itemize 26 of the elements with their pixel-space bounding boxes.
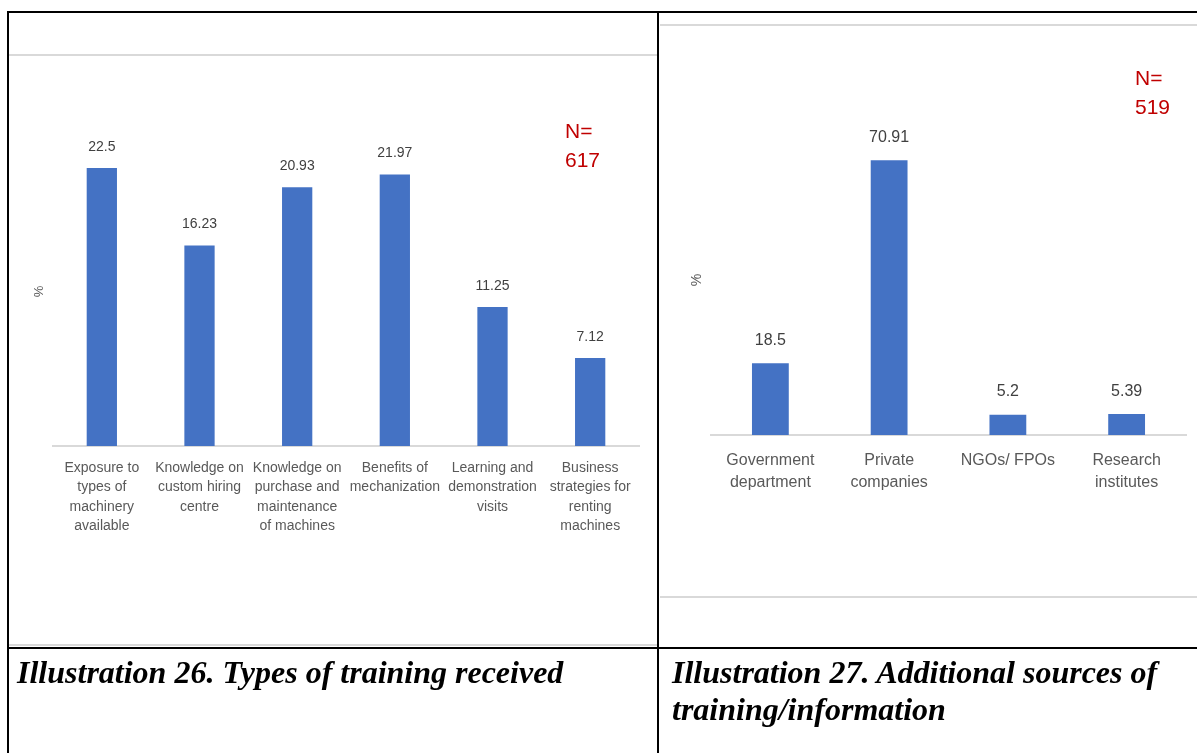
- x-tick-label: Knowledge on custom hiring centre: [155, 458, 244, 514]
- data-label: 22.5: [88, 137, 116, 154]
- data-label: 7.12: [576, 327, 604, 344]
- x-tick-label: Exposure to types of machinery available: [64, 458, 140, 534]
- text: Illustration 26. Types of training received: [17, 654, 565, 691]
- annotation: N= 617: [565, 118, 602, 173]
- data-label: 16.23: [181, 215, 218, 232]
- x-tick-label: Government department: [726, 450, 815, 491]
- data-label: 11.25: [475, 276, 510, 293]
- data-label: 5.2: [996, 382, 1020, 400]
- y-axis-title: %: [688, 273, 705, 287]
- x-tick-label: Benefits of mechanization: [349, 458, 440, 495]
- x-tick-label: NGOs/ FPOs: [960, 450, 1055, 468]
- data-label: 18.5: [754, 330, 787, 348]
- data-label: 5.39: [1111, 381, 1143, 399]
- x-tick-label: Learning and demonstration visits: [448, 458, 537, 514]
- text: N= 519: [1135, 65, 1172, 120]
- x-tick-label: Private companies: [850, 450, 928, 491]
- x-tick-label: Research institutes: [1092, 450, 1161, 491]
- data-label: 21.97: [377, 144, 413, 161]
- text: Illustration 27. Additional sources of training/information: [672, 654, 1161, 728]
- y-axis-title: %: [31, 285, 47, 298]
- x-tick-label: Business strategies for renting machines: [549, 458, 631, 534]
- data-label: 20.93: [279, 157, 315, 174]
- x-tick-label: Knowledge on purchase and maintenance of machines: [252, 458, 342, 534]
- data-label: 70.91: [869, 127, 910, 145]
